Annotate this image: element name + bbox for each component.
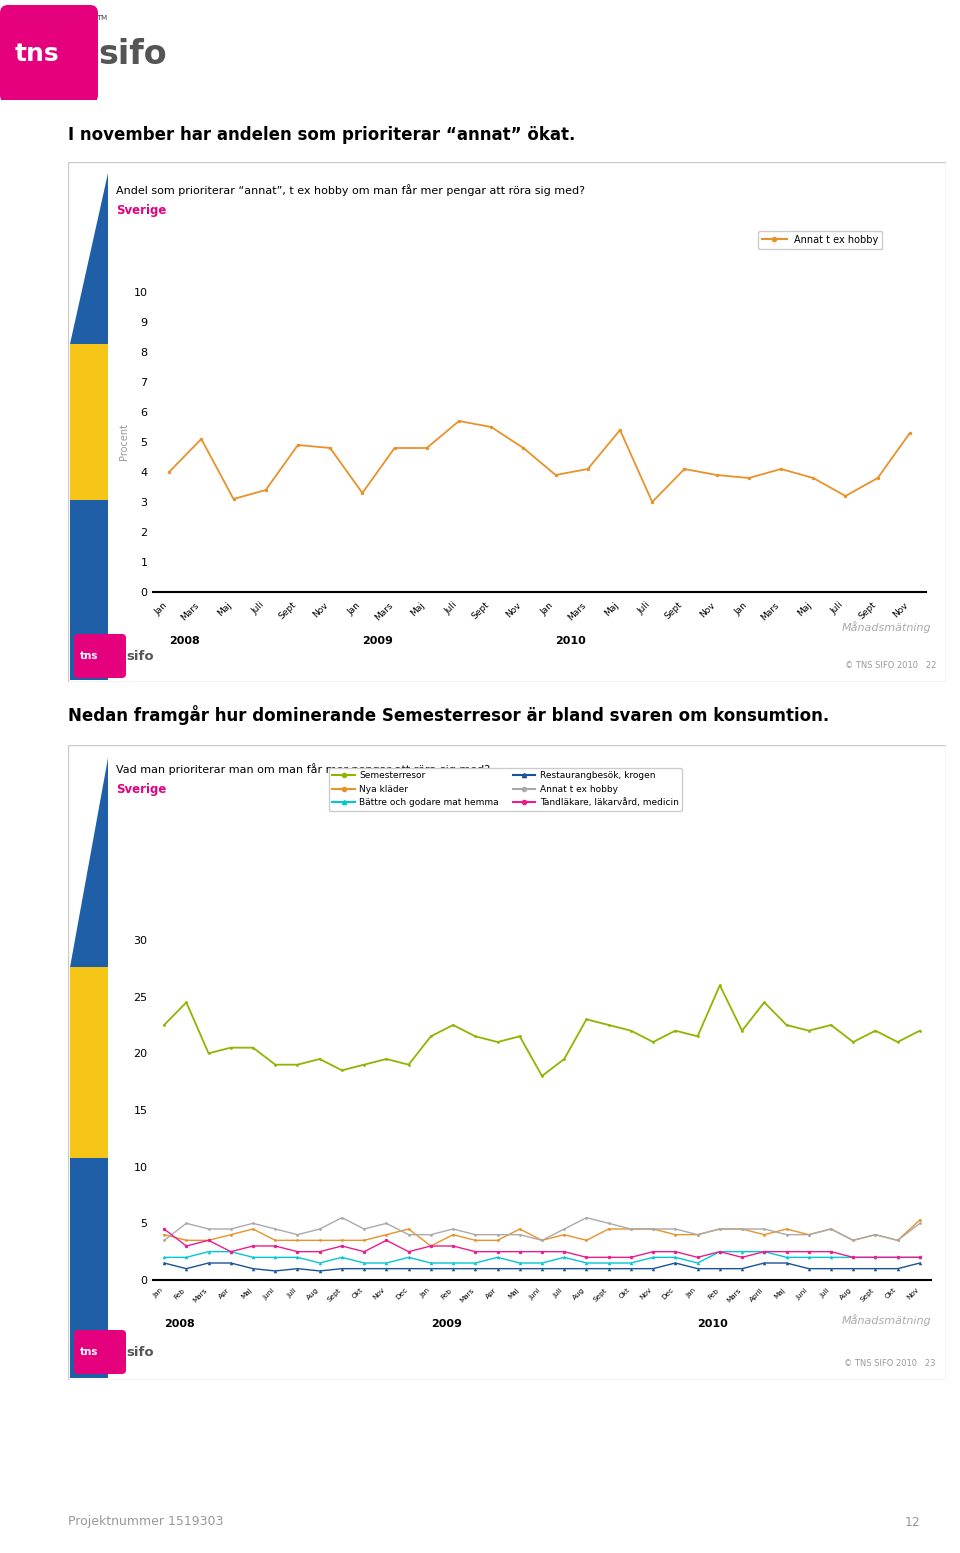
Text: sifo: sifo bbox=[126, 1345, 154, 1359]
Text: © TNS SIFO 2010   22: © TNS SIFO 2010 22 bbox=[845, 662, 936, 669]
FancyBboxPatch shape bbox=[70, 968, 108, 1157]
Text: Månadsmätning: Månadsmätning bbox=[841, 1314, 931, 1326]
FancyBboxPatch shape bbox=[70, 165, 108, 680]
Text: tns: tns bbox=[80, 651, 99, 662]
Text: I november har andelen som prioriterar “annat” ökat.: I november har andelen som prioriterar “… bbox=[68, 126, 575, 144]
Text: Vad man prioriterar man om man får mer pengar att röra sig med?: Vad man prioriterar man om man får mer p… bbox=[116, 763, 491, 775]
Text: Nedan framgår hur dominerande Semesterresor är bland svaren om konsumtion.: Nedan framgår hur dominerande Semesterre… bbox=[68, 705, 829, 725]
Text: tns: tns bbox=[80, 1346, 99, 1357]
FancyBboxPatch shape bbox=[74, 1329, 126, 1374]
Text: 12: 12 bbox=[904, 1516, 920, 1528]
FancyBboxPatch shape bbox=[70, 345, 108, 500]
Text: Sverige: Sverige bbox=[116, 203, 166, 217]
Polygon shape bbox=[70, 165, 110, 345]
FancyBboxPatch shape bbox=[70, 747, 108, 1378]
Text: Månadsmätning: Månadsmätning bbox=[841, 621, 931, 634]
Text: sifo: sifo bbox=[126, 649, 154, 663]
Text: Projektnummer 1519303: Projektnummer 1519303 bbox=[68, 1516, 224, 1528]
FancyBboxPatch shape bbox=[0, 5, 98, 102]
Text: ᴛᴍ: ᴛᴍ bbox=[97, 14, 108, 22]
Text: © TNS SIFO 2010   23: © TNS SIFO 2010 23 bbox=[845, 1359, 936, 1368]
Polygon shape bbox=[70, 747, 110, 968]
FancyBboxPatch shape bbox=[74, 634, 126, 679]
Text: sifo: sifo bbox=[98, 37, 167, 70]
Text: Sverige: Sverige bbox=[116, 783, 166, 797]
Text: tns: tns bbox=[15, 42, 60, 65]
Text: Andel som prioriterar “annat”, t ex hobby om man får mer pengar att röra sig med: Andel som prioriterar “annat”, t ex hobb… bbox=[116, 183, 585, 196]
